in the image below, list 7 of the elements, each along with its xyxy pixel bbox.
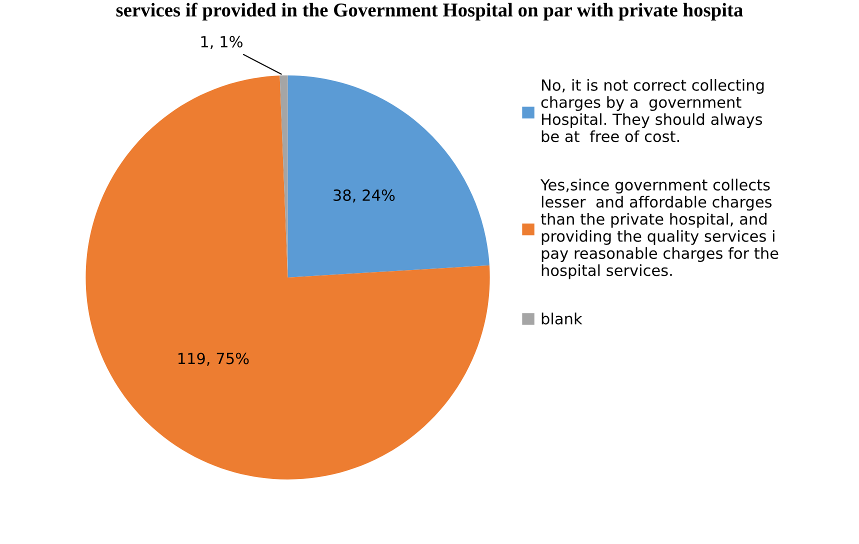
legend-label: No, it is not correct collecting charges by a government Hospital. They should always be at free of cost. (541, 79, 764, 142)
data-label: 38, 24% (334, 189, 395, 203)
legend-label: Yes,since government collects lesser and affordable charges than the private hospital, and providing the quality services i pay reasonable charges for the hospital services. (540, 178, 778, 280)
data-label: 119, 75% (178, 352, 249, 366)
legend-label: blank (542, 312, 582, 325)
chart-title: services if provided in the Government Hospital on par with private hospita (116, 2, 743, 21)
data-label: 1, 1% (201, 36, 242, 50)
